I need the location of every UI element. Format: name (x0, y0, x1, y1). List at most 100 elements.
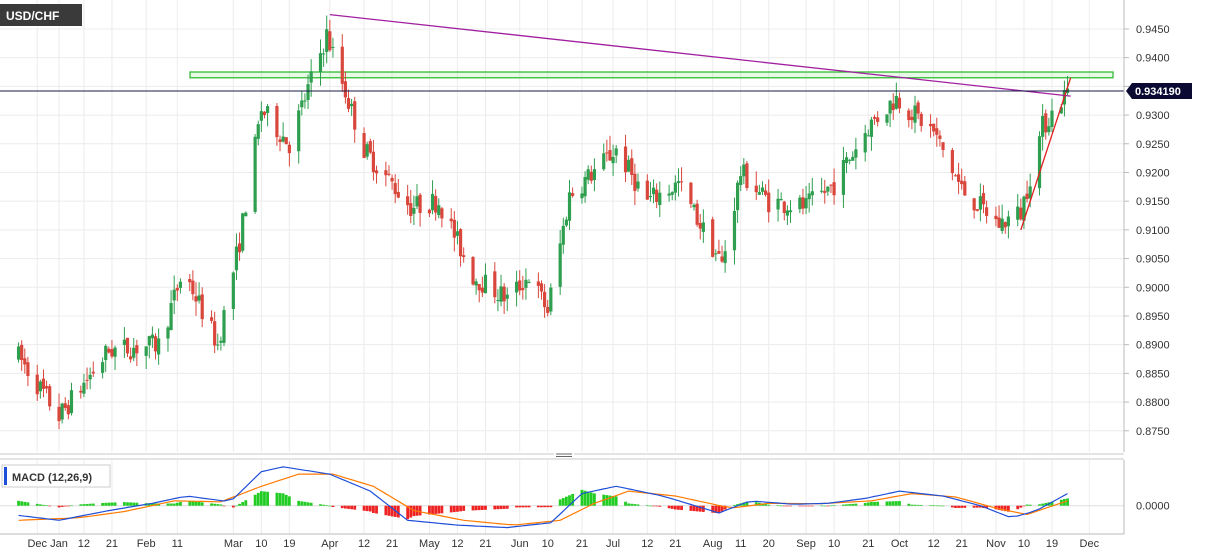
macd-histogram-bar (885, 501, 889, 506)
macd-histogram-bar (91, 503, 95, 506)
macd-histogram-bar (1066, 498, 1069, 506)
candle-body (275, 106, 279, 138)
candle-body (589, 171, 593, 181)
candle-body (306, 84, 310, 100)
macd-histogram-bar (132, 502, 136, 506)
candle-body (524, 279, 528, 288)
macd-histogram-bar (284, 494, 288, 506)
macd-histogram-bar (23, 501, 27, 506)
candle-body (409, 203, 413, 216)
macd-histogram-bar (655, 505, 659, 507)
macd-histogram-bar (972, 505, 976, 508)
candle-body (57, 406, 61, 422)
candle-body (956, 174, 961, 182)
macd-histogram-bar (35, 503, 39, 506)
macd-histogram-bar (88, 503, 92, 506)
candle-body (412, 207, 416, 214)
macd-histogram-bar (297, 500, 301, 506)
candle-body (928, 123, 933, 127)
macd-histogram-bar (107, 502, 111, 506)
candle-body (580, 193, 584, 199)
macd-histogram-bar (957, 505, 960, 508)
candle-body (963, 181, 967, 196)
x-tick-label: Feb (137, 538, 156, 550)
candle-body (776, 198, 780, 210)
macd-histogram-bar (667, 505, 671, 509)
candle-body (262, 111, 267, 116)
candle-body (368, 141, 372, 153)
candle-body (437, 205, 441, 216)
macd-histogram-bar (434, 505, 438, 514)
macd-histogram-bar (428, 505, 431, 515)
candle-body (985, 207, 989, 216)
candle-body (788, 210, 793, 213)
candle-body (732, 210, 737, 251)
candle-body (655, 189, 659, 202)
macd-histogram-bar (194, 501, 198, 506)
candle-body (832, 182, 836, 196)
macd-histogram-bar (259, 491, 263, 506)
candle-body (209, 317, 214, 321)
candle-body (807, 193, 811, 200)
macd-histogram-bar (913, 504, 917, 506)
candle-body (340, 46, 344, 84)
macd-histogram-bar (1028, 504, 1032, 506)
candle-body (932, 123, 936, 132)
candle-body (558, 243, 562, 287)
candle-body (651, 187, 656, 195)
macd-histogram-bar (919, 504, 923, 506)
candle-body (938, 135, 942, 139)
macd-title-marker (4, 467, 7, 485)
candle-body (779, 199, 783, 201)
candle-body (916, 102, 920, 114)
candle-body (754, 185, 758, 193)
macd-histogram-bar (894, 501, 898, 506)
candle-body (434, 196, 438, 213)
current-price-label: 0.934190 (1135, 86, 1181, 98)
macd-histogram-bar (66, 505, 70, 507)
x-tick-label: Dec (27, 538, 47, 550)
macd-y-tick-label: 0.0000 (1136, 501, 1170, 513)
candle-body (567, 192, 572, 221)
macd-histogram-bar (630, 503, 634, 506)
candle-body (826, 186, 830, 192)
macd-histogram-bar (950, 505, 954, 508)
macd-histogram-bar (776, 505, 780, 506)
candle-body (384, 170, 388, 176)
candle-body (499, 286, 503, 302)
macd-histogram-bar (166, 503, 170, 506)
candle-body (415, 196, 419, 207)
candle-body (471, 257, 475, 285)
candle-body (521, 288, 525, 291)
macd-histogram-bar (673, 505, 677, 510)
candle-body (144, 346, 148, 356)
candle-body (452, 219, 456, 238)
macd-histogram-bar (79, 504, 83, 506)
macd-histogram-bar (1044, 503, 1048, 506)
macd-histogram-bar (101, 503, 105, 506)
macd-histogram-bar (611, 496, 615, 506)
macd-histogram-bar (571, 493, 575, 506)
candle-body (820, 190, 824, 192)
macd-histogram-bar (17, 500, 20, 506)
macd-histogram-bar (340, 505, 344, 509)
candle-body (679, 181, 684, 183)
macd-histogram-bar (365, 505, 369, 512)
macd-histogram-bar (505, 505, 509, 509)
candle-body (331, 46, 335, 48)
current-price-tag (1126, 83, 1192, 100)
candle-body (241, 213, 245, 251)
candle-body (406, 196, 410, 206)
candle-body (440, 208, 444, 219)
candle-body (764, 190, 768, 195)
macd-histogram-bar (589, 492, 593, 506)
macd-histogram-bar (695, 505, 699, 512)
candle-body (543, 291, 547, 308)
candle-body (157, 338, 161, 355)
panel-resize-handle[interactable] (554, 452, 574, 458)
macd-histogram-bar (396, 505, 400, 518)
macd-histogram-bar (779, 505, 783, 507)
candle-body (219, 340, 223, 343)
macd-histogram-bar (231, 505, 235, 508)
candle-body (888, 100, 892, 114)
